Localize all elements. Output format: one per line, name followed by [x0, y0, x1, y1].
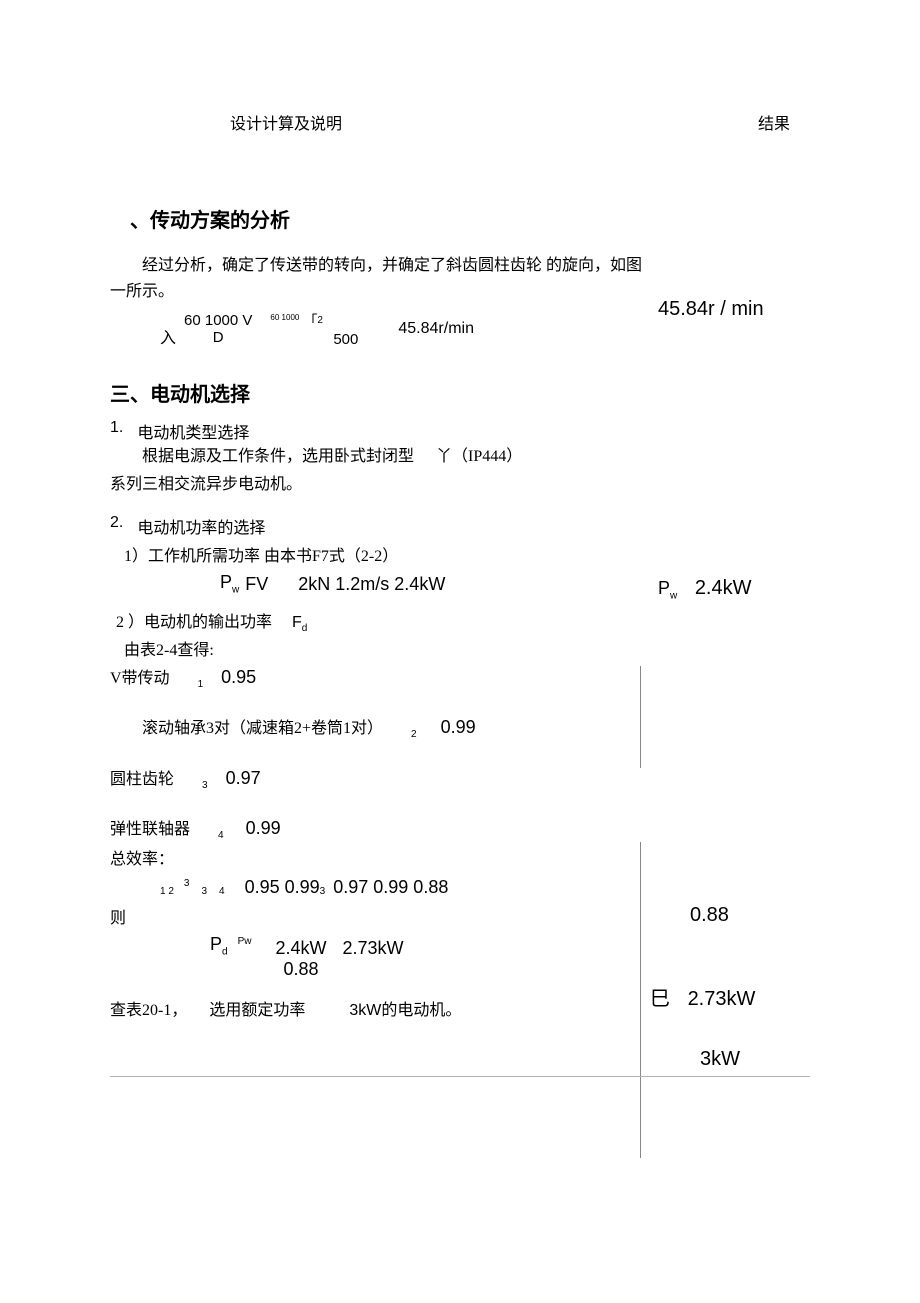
pd-lhs: Pd: [210, 934, 228, 958]
result-r3: 0.88: [690, 904, 729, 927]
pd-den: 0.88: [275, 959, 326, 980]
item1-l1b: 丫（IP444）: [436, 448, 522, 465]
eff4-sub: 4: [218, 830, 224, 841]
eff1-label: V带传动: [110, 670, 170, 687]
item2-sub2a: 2 ）电动机的输出功率: [116, 614, 272, 631]
eff2-sub: 2: [411, 730, 417, 741]
sec1-formula: 入 60 1000 V D 60 1000 「 2 500 45.84r/min: [160, 310, 650, 348]
te-subs: 1 2: [160, 886, 174, 897]
item1-title: 电动机类型选择: [137, 419, 249, 443]
pd-num: 2.4kW: [275, 938, 326, 959]
pd-formula: Pd Pw 2.4kW 0.88 2.73kW: [210, 932, 650, 980]
then-label: 则: [110, 904, 650, 928]
lookup-c: 3kW的电动机。: [349, 1002, 461, 1019]
item1-l2: 系列三相交流异步电动机。: [110, 470, 650, 494]
result-r2: Pw 2.4kW: [658, 577, 752, 602]
header-left: 设计计算及说明: [230, 110, 342, 134]
eff2: 滚动轴承3对（减速箱2+卷筒1对） 2 0.99: [110, 714, 650, 740]
item1-l1a: 根据电源及工作条件，选用卧式封闭型: [142, 448, 414, 465]
bottom-line: [110, 1076, 810, 1077]
eff2-val: 0.99: [441, 717, 476, 737]
mid-num: 2: [317, 315, 323, 326]
eff1-sub: 1: [198, 679, 204, 690]
result-r5: 3kW: [700, 1048, 740, 1071]
mid-den: 500: [333, 331, 358, 348]
lambda: 入: [160, 324, 176, 348]
header-row: 设计计算及说明 结果: [110, 110, 810, 134]
sec1-result: 45.84r/min: [398, 320, 474, 338]
te-sup: 3: [184, 878, 190, 889]
item2-head: 2. 电动机功率的选择: [110, 514, 650, 538]
result-r4: 巳 2.73kW: [650, 982, 755, 1011]
sec1-para: 经过分析，确定了传送带的转向，并确定了斜齿圆柱齿轮 的旋向，如图一所示。: [110, 253, 650, 304]
item2-sub1: 1）工作机所需功率 由本书F7式（2-2）: [110, 542, 650, 566]
section-2-title: 三、电动机选择: [110, 378, 650, 407]
item2-no: 2.: [110, 514, 123, 538]
eff3: 圆柱齿轮 3 0.97: [110, 765, 650, 791]
item1-head: 1. 电动机类型选择: [110, 419, 650, 443]
eff4-label: 弹性联轴器: [110, 821, 190, 838]
pw-rhs: 2kN 1.2m/s 2.4kW: [298, 574, 445, 595]
main-content: 、传动方案的分析 经过分析，确定了传送带的转向，并确定了斜齿圆柱齿轮 的旋向，如…: [110, 204, 810, 1020]
eff2-label: 滚动轴承3对（减速箱2+卷筒1对）: [142, 720, 383, 737]
header-right: 结果: [758, 110, 790, 134]
pw-mid: FV: [245, 574, 268, 595]
frac1-num: 60 1000 V: [184, 312, 252, 329]
eff3-sub: 3: [202, 780, 208, 791]
result-r1: 45.84r / min: [658, 298, 764, 321]
total-eq: 1 2 3 3 4 0.95 0.99 3 0.97 0.99 0.88: [160, 877, 650, 898]
te-subs3: 4: [219, 886, 225, 897]
table-lookup: 由表2-4查得:: [110, 636, 650, 660]
mid-top: 60 1000: [270, 313, 299, 322]
divider-1: [640, 666, 641, 768]
pw-formula: Pw FV 2kN 1.2m/s 2.4kW: [220, 572, 650, 596]
te-subs2: 3: [201, 886, 207, 897]
lookup-b: 选用额定功率: [209, 1002, 305, 1019]
item1-no: 1.: [110, 419, 123, 443]
lookup-a: 查表20-1，: [110, 1002, 187, 1019]
item2-sub2: 2 ）电动机的输出功率 Fd: [110, 608, 650, 634]
item1-body: 根据电源及工作条件，选用卧式封闭型 丫（IP444）: [110, 443, 650, 470]
te-nums2: 0.97 0.99 0.88: [333, 877, 448, 898]
eff4-val: 0.99: [246, 818, 281, 838]
frac1-den: D: [184, 329, 252, 346]
te-nums-sup: 3: [320, 886, 326, 897]
left-column: 、传动方案的分析 经过分析，确定了传送带的转向，并确定了斜齿圆柱齿轮 的旋向，如…: [110, 204, 650, 1020]
te-nums: 0.95 0.99: [245, 877, 320, 898]
divider-2: [640, 842, 641, 1158]
item2-title: 电动机功率的选择: [137, 514, 265, 538]
item2-sub2b: Fd: [292, 614, 307, 631]
eff3-val: 0.97: [226, 768, 261, 788]
pd-result: 2.73kW: [343, 938, 404, 959]
eff4: 弹性联轴器 4 0.99: [110, 815, 650, 841]
eff1-val: 0.95: [221, 667, 256, 687]
total-label: 总效率：: [110, 845, 650, 869]
eff1: V带传动 1 0.95: [110, 664, 650, 690]
section-1-title: 、传动方案的分析: [130, 204, 650, 233]
eff3-label: 圆柱齿轮: [110, 771, 174, 788]
lookup-row: 查表20-1， 选用额定功率 3kW的电动机。: [110, 996, 650, 1020]
bracket-icon: 「: [303, 311, 317, 331]
pd-pw: Pw: [238, 936, 252, 947]
pw-lhs: Pw: [220, 572, 239, 596]
